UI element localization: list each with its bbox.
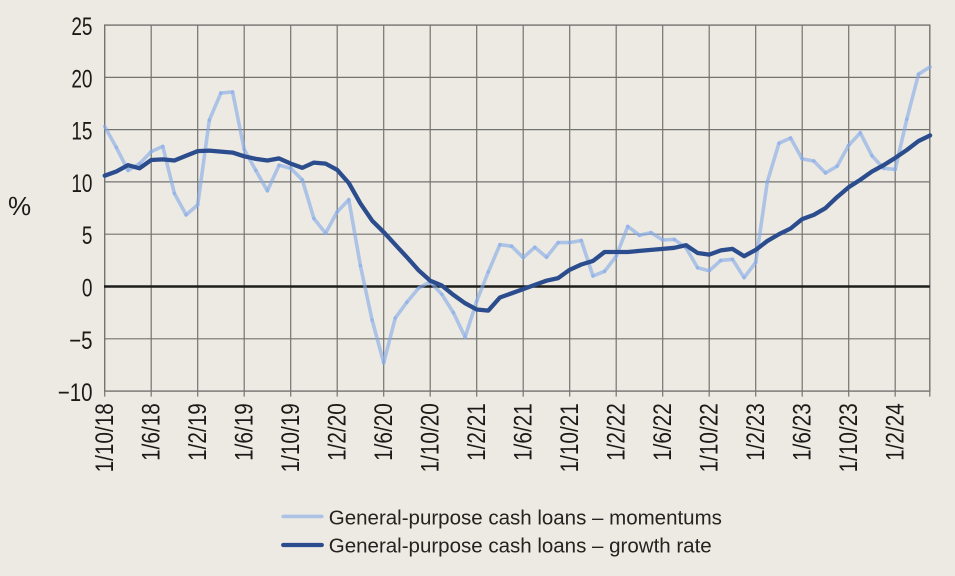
svg-text:−10: −10 <box>58 378 93 406</box>
svg-text:10: 10 <box>71 169 92 197</box>
svg-text:1/6/22: 1/6/22 <box>648 403 676 461</box>
svg-text:1/10/22: 1/10/22 <box>695 403 723 472</box>
svg-text:1/2/20: 1/2/20 <box>323 403 351 461</box>
svg-text:1/6/21: 1/6/21 <box>509 403 537 461</box>
svg-text:1/6/19: 1/6/19 <box>230 403 258 461</box>
svg-text:5: 5 <box>82 222 93 250</box>
svg-text:1/10/23: 1/10/23 <box>834 403 862 472</box>
svg-text:1/6/18: 1/6/18 <box>137 403 165 461</box>
svg-text:1/10/18: 1/10/18 <box>90 403 118 472</box>
svg-text:−5: −5 <box>69 326 92 354</box>
svg-text:1/2/23: 1/2/23 <box>741 403 769 461</box>
svg-text:15: 15 <box>71 117 92 145</box>
svg-text:1/2/24: 1/2/24 <box>881 403 909 461</box>
svg-text:1/2/19: 1/2/19 <box>183 403 211 461</box>
svg-text:20: 20 <box>71 65 92 93</box>
svg-text:25: 25 <box>71 13 92 41</box>
svg-text:%: % <box>8 191 31 221</box>
svg-text:1/10/19: 1/10/19 <box>276 403 304 472</box>
svg-text:1/10/20: 1/10/20 <box>416 403 444 472</box>
svg-text:1/10/21: 1/10/21 <box>555 403 583 472</box>
svg-text:0: 0 <box>82 274 93 302</box>
svg-text:1/2/22: 1/2/22 <box>602 403 630 461</box>
svg-text:1/6/20: 1/6/20 <box>369 403 397 461</box>
svg-text:1/2/21: 1/2/21 <box>462 403 490 461</box>
svg-text:General-purpose cash loans – g: General-purpose cash loans – growth rate <box>329 535 712 558</box>
svg-text:General-purpose cash loans – m: General-purpose cash loans – momentums <box>329 507 722 530</box>
svg-text:1/6/23: 1/6/23 <box>788 403 816 461</box>
